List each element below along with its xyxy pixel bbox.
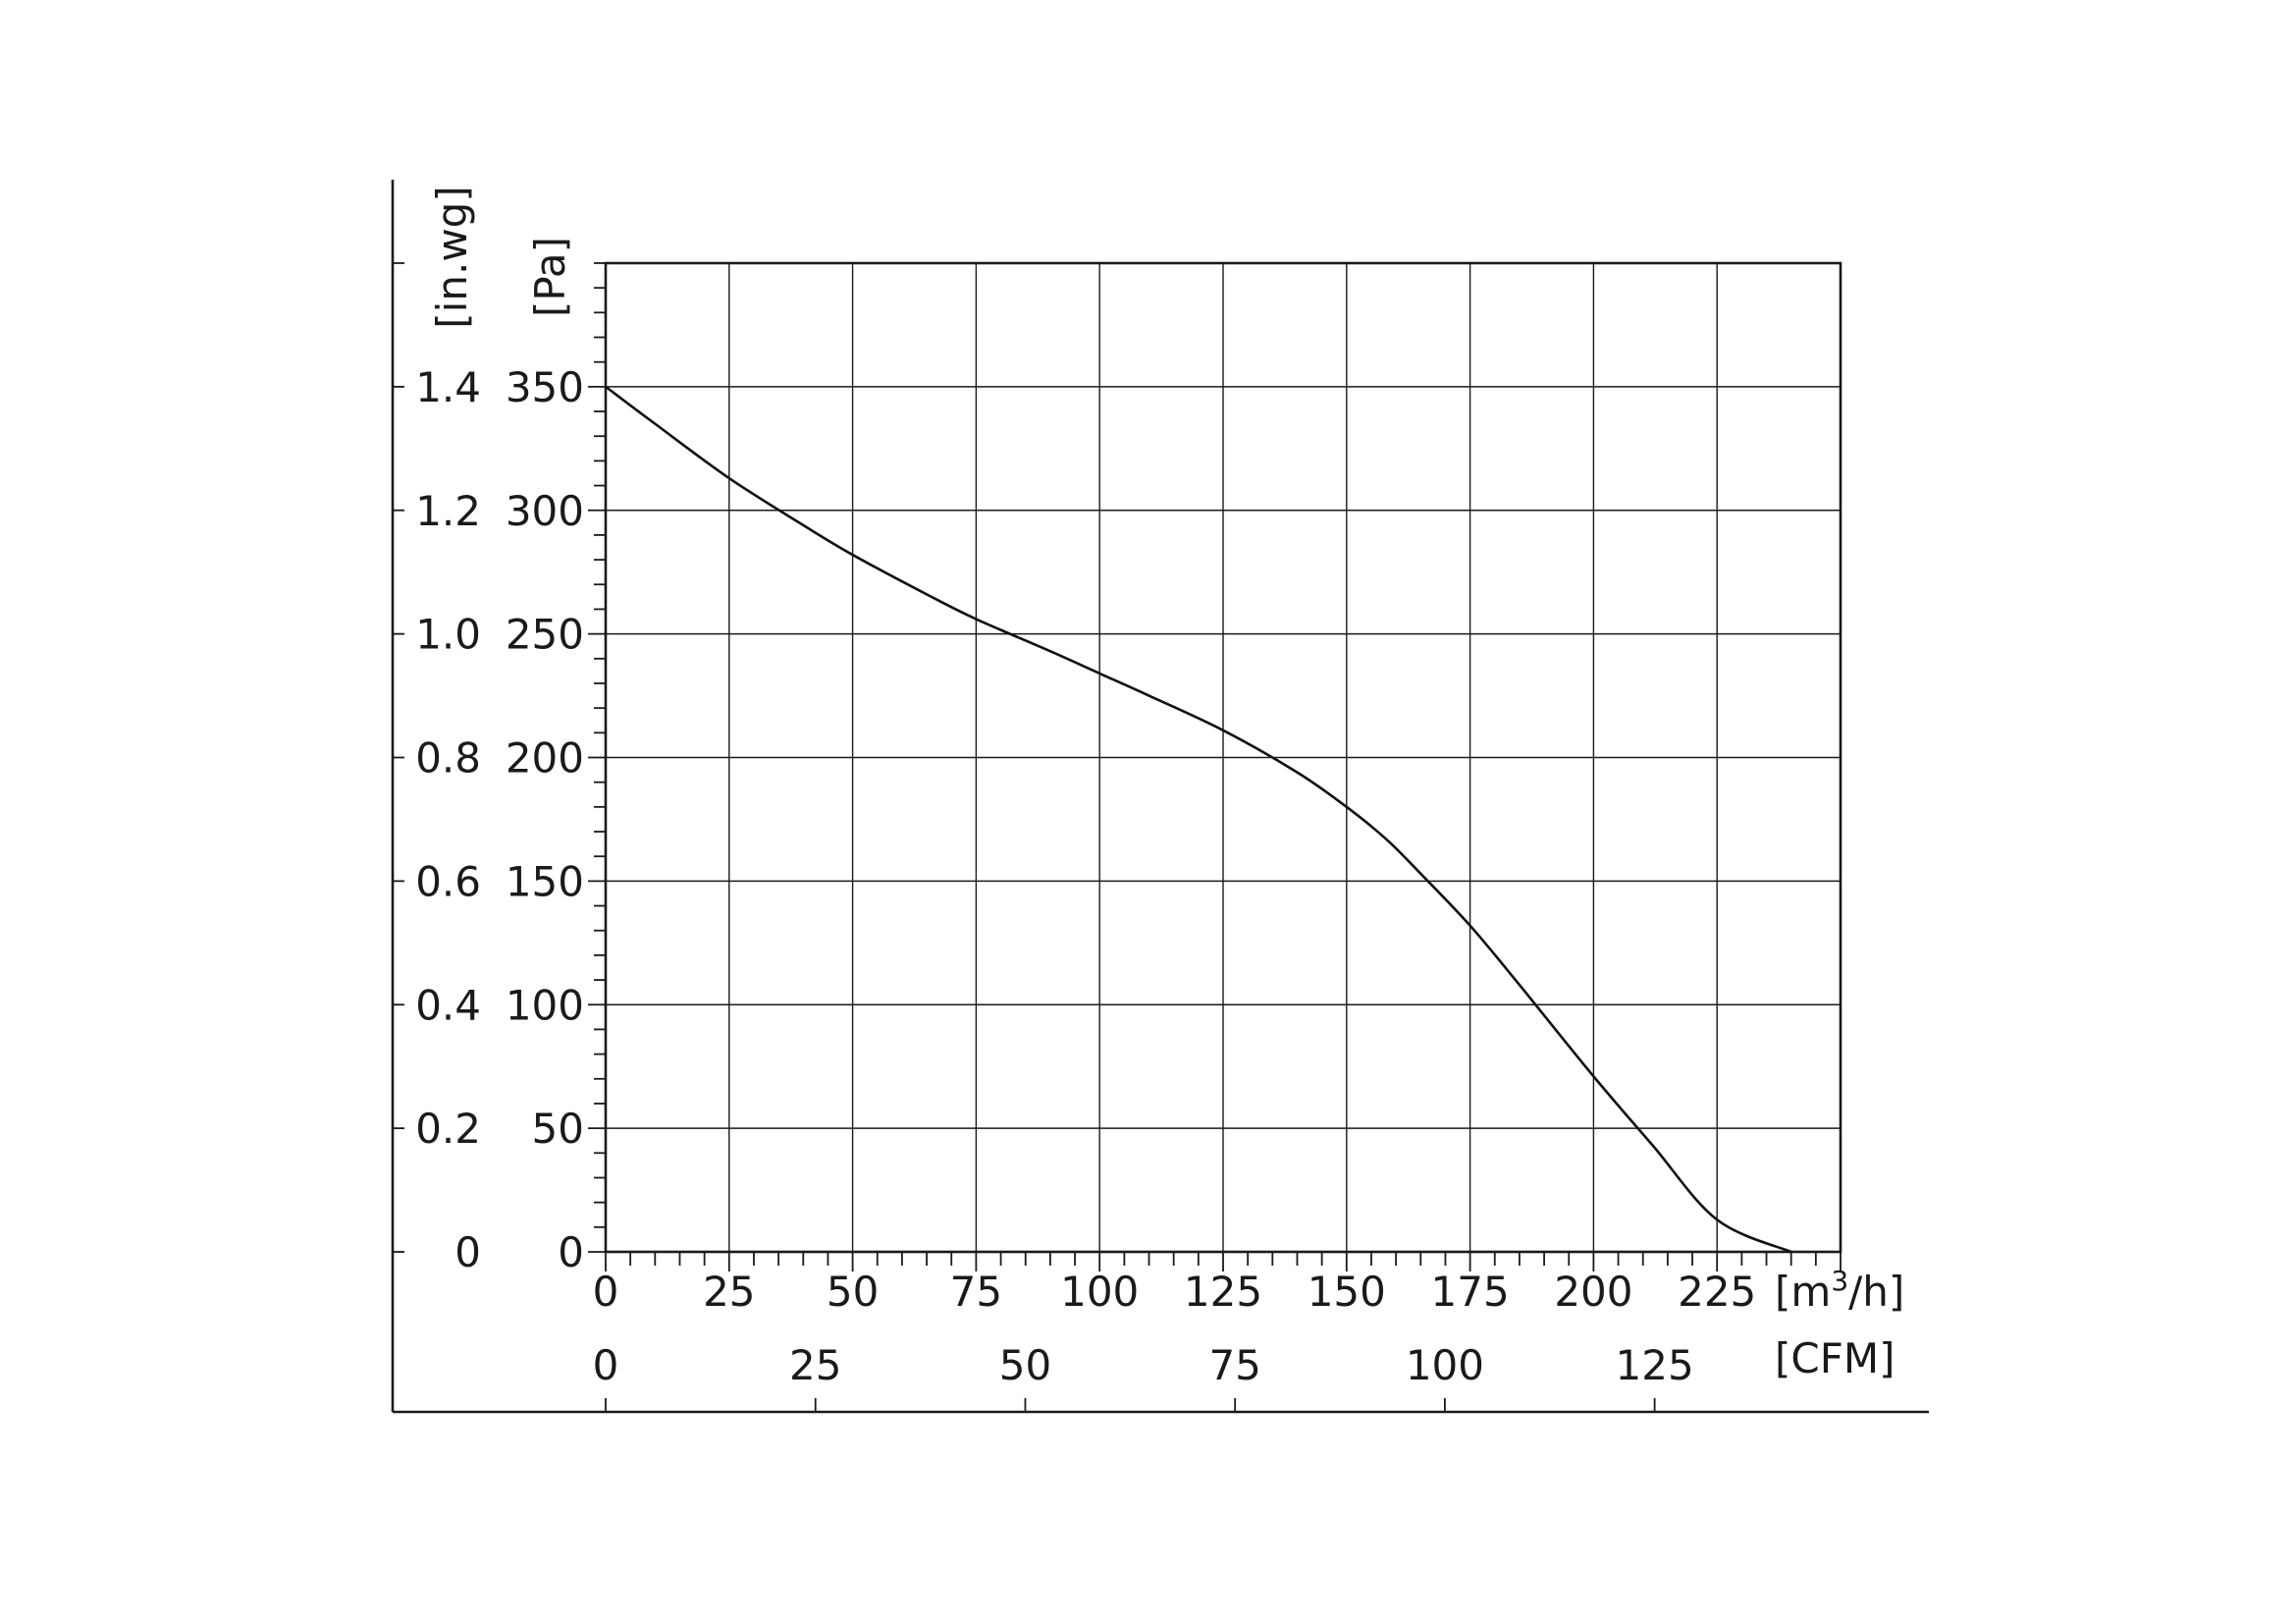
x2-axis-label-cfm: [CFM]	[1775, 1334, 1896, 1382]
y2-tick-label: 0.8	[415, 734, 481, 783]
x2-tick-label: 50	[999, 1341, 1051, 1389]
x-tick-label: 150	[1308, 1268, 1386, 1316]
x2-tick-label: 125	[1616, 1341, 1694, 1389]
y2-tick-label: 0.6	[415, 857, 481, 905]
y-tick-label: 0	[558, 1228, 584, 1276]
x-tick-label: 225	[1678, 1268, 1756, 1316]
y-tick-label: 200	[506, 734, 584, 783]
x-tick-label: 75	[950, 1268, 1002, 1316]
y2-tick-label: 1.2	[415, 487, 481, 535]
grid-lines	[606, 263, 1841, 1252]
x-tick-label: 175	[1431, 1268, 1510, 1316]
x-tick-label: 100	[1060, 1268, 1139, 1316]
series-line-0	[604, 385, 1792, 1254]
y-tick-label: 250	[506, 611, 584, 659]
x2-tick-label: 75	[1208, 1341, 1260, 1389]
y-tick-label: 150	[506, 857, 584, 905]
y-axis-label-pa: [Pa]	[526, 237, 574, 317]
x2-tick-label: 0	[593, 1341, 619, 1389]
y-tick-label: 50	[532, 1105, 584, 1153]
y-axis-label-inwg: [in.wg]	[428, 186, 476, 328]
x-axis-label-m3h: [m3/h]	[1775, 1265, 1904, 1316]
x2-tick-label: 25	[789, 1341, 841, 1389]
tick-labels: 05010015020025030035000.20.40.60.81.01.2…	[415, 363, 1904, 1389]
x-tick-label: 200	[1554, 1268, 1632, 1316]
axes-frame	[391, 180, 1929, 1414]
x-tick-label: 125	[1184, 1268, 1262, 1316]
x-tick-label: 25	[703, 1268, 755, 1316]
y-tick-label: 100	[506, 981, 584, 1029]
y-tick-label: 350	[506, 363, 584, 411]
series-layer	[604, 385, 1792, 1254]
x2-tick-label: 100	[1406, 1341, 1484, 1389]
y2-tick-label: 1.0	[415, 611, 481, 659]
y2-tick-label: 0.2	[415, 1105, 481, 1153]
axis-ticks	[393, 262, 1842, 1412]
y2-tick-label: 0	[454, 1228, 481, 1276]
y2-tick-label: 0.4	[415, 981, 481, 1029]
y-tick-label: 300	[506, 487, 584, 535]
x-tick-label: 0	[593, 1268, 619, 1316]
y2-tick-label: 1.4	[415, 363, 481, 411]
x-tick-label: 50	[827, 1268, 879, 1316]
